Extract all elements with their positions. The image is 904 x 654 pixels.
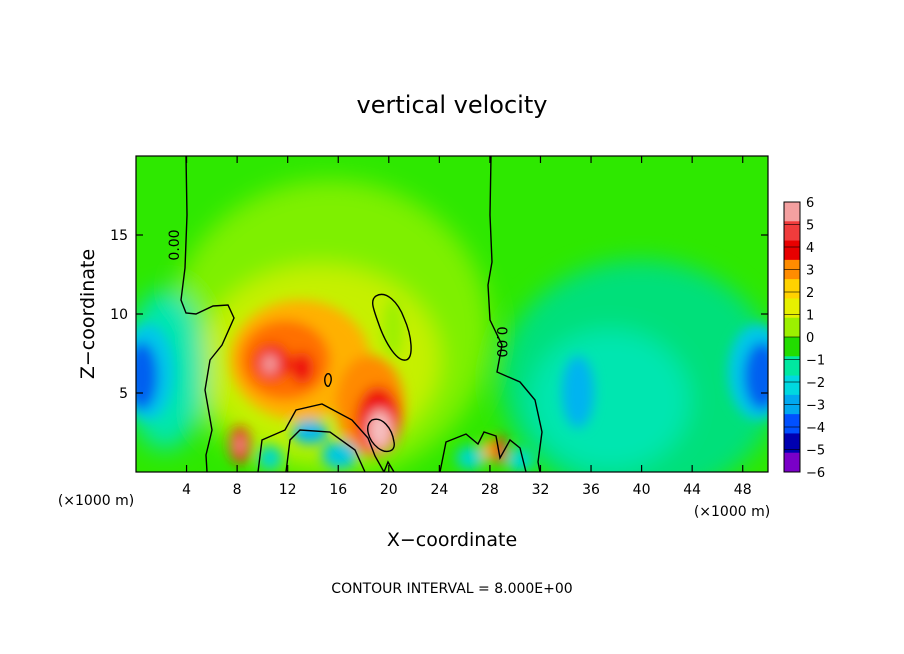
colorbar-swatch <box>784 375 800 396</box>
colorbar-label: 0 <box>806 331 814 346</box>
y-tick-label: 15 <box>110 228 128 244</box>
zero-contours <box>180 156 543 472</box>
x-tick-label: 32 <box>532 482 550 498</box>
cool-region-right-inner <box>530 330 690 470</box>
colorbar-swatch <box>784 202 800 222</box>
colorbar-label: −1 <box>806 354 825 369</box>
chart-title: vertical velocity <box>357 91 548 119</box>
downdraft-low-5 <box>506 448 534 472</box>
contour-base-fragment <box>383 460 395 472</box>
x-tick-label: 12 <box>279 482 297 498</box>
downdraft-low-4 <box>456 446 484 470</box>
colorbar-swatch <box>784 337 800 357</box>
contour-label-left: 0.00 <box>167 229 183 260</box>
downdraft-mid-right <box>562 356 594 428</box>
contour-lower-right <box>439 431 527 472</box>
y-axis-ticks: 5 10 15 <box>110 228 768 402</box>
colorbar-swatch <box>784 317 800 338</box>
x-tick-label: 16 <box>329 482 347 498</box>
colorbar-label: 6 <box>806 196 814 211</box>
updraft-small-left-core <box>236 437 244 453</box>
updraft-upper-core <box>262 354 278 374</box>
x-tick-label: 4 <box>182 482 191 498</box>
colorbar-label: −5 <box>806 444 825 459</box>
x-tick-label: 40 <box>633 482 651 498</box>
contour-lower-inner <box>285 429 366 472</box>
x-unit-label-right: (×1000 m) <box>694 504 770 520</box>
colorbar-swatch <box>784 279 800 299</box>
colorbar-label: −2 <box>806 376 825 391</box>
colorbar-label: −4 <box>806 421 825 436</box>
y-tick-label: 10 <box>110 307 128 323</box>
warm-lobe-upper <box>290 352 314 384</box>
downdraft-low-1 <box>292 420 328 444</box>
colorbar-label: 4 <box>806 241 814 256</box>
downdraft-left-inner <box>136 342 158 410</box>
contour-closed-loop <box>371 293 412 361</box>
contour-interval-note: CONTOUR INTERVAL = 8.000E+00 <box>331 581 572 597</box>
colorbar-swatch <box>784 414 800 434</box>
updraft-small-right-halo <box>482 438 494 462</box>
colorbar-label: 5 <box>806 219 814 234</box>
y-tick-label: 5 <box>119 386 128 402</box>
colorbar-label: −6 <box>806 466 825 481</box>
contour-labels: 0.00 0.00 <box>167 229 509 357</box>
x-tick-label: 48 <box>734 482 752 498</box>
downdraft-right-inner <box>744 342 768 410</box>
x-tick-label: 36 <box>582 482 600 498</box>
x-unit-label-left: (×1000 m) <box>58 493 134 509</box>
x-tick-label: 20 <box>380 482 398 498</box>
field-features <box>136 298 768 472</box>
colorbar-swatch <box>784 433 800 454</box>
x-tick-label: 44 <box>683 482 701 498</box>
colorbar-swatch <box>784 356 800 377</box>
green-inclusion <box>383 298 403 358</box>
x-axis-ticks: 4 8 12 16 20 24 28 32 36 40 44 48 <box>182 156 752 498</box>
colorbar-label: 2 <box>806 286 814 301</box>
x-tick-label: 28 <box>481 482 499 498</box>
heatmap-field <box>136 156 768 472</box>
y-axis-label: Z−coordinate <box>77 249 99 379</box>
colorbar-label: 3 <box>806 264 814 279</box>
contour-lower-band <box>257 403 385 472</box>
colorbar-swatch <box>784 452 800 473</box>
colorbar: 6 5 4 3 2 1 0 −1 −2 −3 −4 −5 −6 <box>783 196 825 481</box>
x-tick-label: 24 <box>430 482 448 498</box>
colorbar-swatch <box>784 221 800 242</box>
contour-label-right: 0.00 <box>493 326 509 357</box>
x-axis-label: X−coordinate <box>387 529 517 551</box>
colorbar-label: −3 <box>806 399 825 414</box>
downdraft-low-2 <box>322 441 358 469</box>
contour-left <box>180 156 235 472</box>
updraft-main-core <box>368 410 392 450</box>
downdraft-low-3 <box>258 446 282 470</box>
contour-core-loop <box>367 418 395 453</box>
contour-small-loop <box>324 373 332 387</box>
contour-right <box>487 156 543 472</box>
colorbar-label: 1 <box>806 309 814 324</box>
colorbar-swatch <box>784 298 800 319</box>
x-tick-label: 8 <box>233 482 242 498</box>
colorbar-swatch <box>784 240 800 261</box>
